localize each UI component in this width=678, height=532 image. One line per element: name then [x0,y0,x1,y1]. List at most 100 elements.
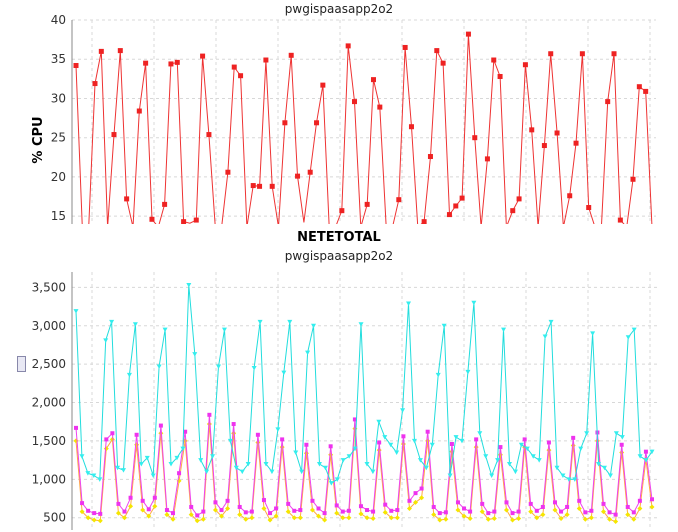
net-data-point-yellow [91,517,97,523]
net-data-point-yellow [358,511,364,517]
net-data-point-cyan [560,473,566,478]
cpu-data-point [98,48,104,54]
net-y-tick-label: 3,000 [32,319,66,333]
net-data-point-yellow [279,444,285,450]
net-data-point-magenta [455,500,460,505]
net-data-point-yellow [103,446,109,452]
cpu-data-point [282,120,288,126]
net-data-point-cyan [619,435,625,440]
net-data-point-yellow [352,426,358,432]
cpu-data-point [377,104,383,110]
cpu-data-point [250,183,256,189]
net-data-point-cyan [281,370,287,376]
net-data-point-magenta [92,511,97,516]
net-data-point-magenta [498,445,503,450]
cpu-y-tick-label: 30 [51,91,66,105]
net-data-point-cyan [388,442,394,448]
net-data-point-cyan [138,461,144,467]
net-data-point-magenta [268,511,273,516]
net-data-point-yellow [206,421,212,427]
net-data-point-magenta [134,432,139,437]
net-data-point-yellow [467,515,473,521]
net-data-point-cyan [269,469,275,475]
cpu-data-point [446,212,452,218]
net-data-point-yellow [231,430,237,436]
net-data-point-cyan [364,461,370,467]
net-data-point-magenta [346,508,351,513]
net-data-point-magenta [334,503,339,508]
cpu-data-point [352,99,358,105]
net-data-point-cyan [429,442,435,448]
net-data-point-magenta [419,486,424,491]
net-data-point-magenta [116,501,121,506]
legend-stub-icon[interactable] [17,356,26,372]
net-data-point-yellow [134,442,140,448]
net-data-point-magenta [225,498,230,503]
net-data-point-magenta [286,501,291,506]
net-data-point-magenta [534,508,539,513]
net-data-point-magenta [128,495,133,500]
cpu-data-point [206,132,212,138]
net-series-line-1 [75,414,653,517]
cpu-data-point [402,44,408,50]
net-data-point-magenta [504,500,509,505]
net-data-point-magenta [249,509,254,514]
net-data-point-yellow [485,516,491,522]
net-data-point-magenta [522,437,527,442]
net-data-point-yellow [558,515,564,521]
net-data-point-cyan [293,450,299,455]
net-data-point-cyan [596,461,602,467]
net-y-tick-label: 1,500 [32,434,66,448]
cpu-data-point [510,208,516,214]
net-data-point-magenta [98,511,103,516]
net-y-tick-label: 500 [43,511,66,525]
net-data-point-yellow [613,519,619,525]
net-data-point-magenta [195,513,200,518]
net-data-point-cyan [156,364,162,369]
cpu-data-point [269,183,275,189]
net-data-point-cyan [625,335,631,340]
cpu-data-point [111,132,117,138]
net-data-point-magenta [164,508,169,513]
net-data-point-cyan [578,446,584,452]
net-data-point-cyan [192,352,198,357]
net-data-point-magenta [510,511,515,516]
net-data-point-yellow [309,507,315,513]
net-data-point-magenta [601,501,606,506]
net-data-point-cyan [91,473,97,478]
net-data-point-yellow [546,447,552,453]
net-data-point-magenta [413,491,418,496]
net-data-point-magenta [86,508,91,513]
net-data-point-cyan [97,477,103,482]
net-data-point-cyan [103,338,109,343]
net-data-point-cyan [501,327,507,333]
net-data-point-cyan [477,431,483,436]
net-data-point-yellow [540,512,546,518]
cpu-data-point [200,53,206,59]
cpu-y-tick-label: 35 [51,52,66,66]
net-data-point-magenta [177,471,182,476]
net-data-point-magenta [310,498,315,503]
net-data-point-cyan [227,438,233,444]
net-data-point-cyan [340,458,346,463]
net-series-group [73,283,655,525]
net-data-point-magenta [158,423,163,428]
net-data-point-cyan [566,477,572,482]
net-data-point-magenta [328,444,333,449]
net-data-point-cyan [607,473,613,478]
net-data-point-cyan [115,465,121,471]
net-data-point-magenta [589,508,594,513]
cpu-data-point [307,169,313,175]
net-data-point-yellow [534,515,540,521]
net-data-point-magenta [395,508,400,513]
cpu-data-point [263,57,269,63]
net-data-point-yellow [273,513,279,519]
cpu-data-point [630,176,636,182]
net-data-point-yellow [479,509,485,515]
cpu-data-point [573,140,579,146]
net-data-point-yellow [455,507,461,513]
net-data-point-yellow [503,507,509,513]
net-data-point-yellow [194,518,200,524]
cpu-data-point [611,51,617,57]
net-data-point-cyan [411,438,417,444]
